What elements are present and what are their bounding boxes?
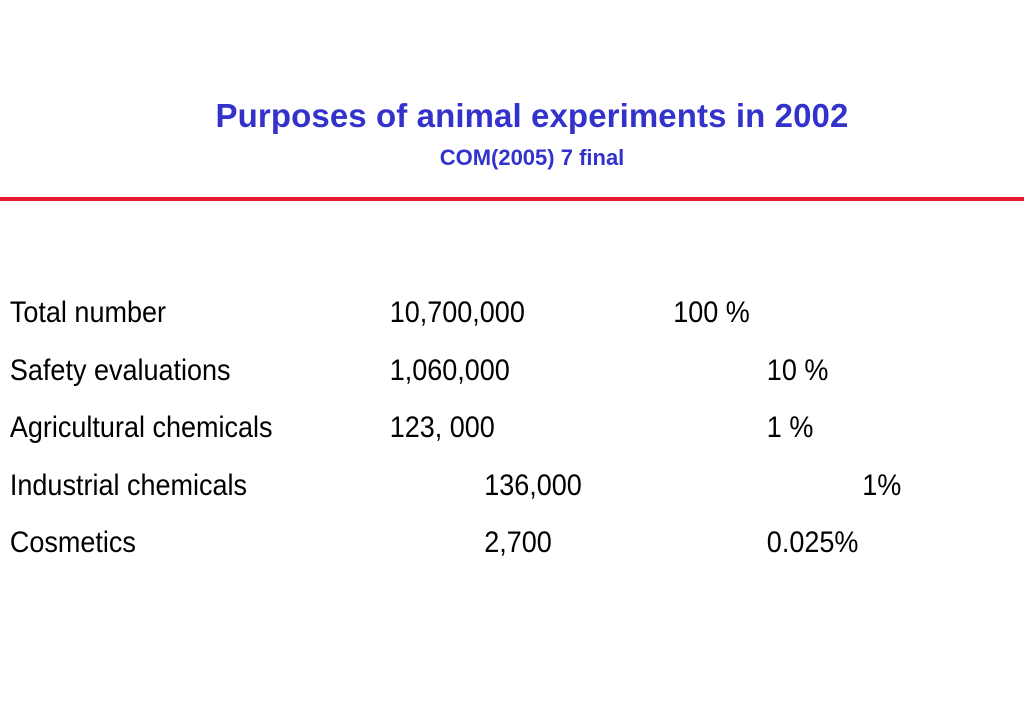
row-label: Agricultural chemicals xyxy=(9,411,273,444)
row-label: Cosmetics xyxy=(9,526,136,559)
table-row: Safety evaluations 1,060,000 10 % xyxy=(0,349,922,393)
table-row: Cosmetics 2,700 0.025% xyxy=(0,521,922,565)
row-label: Total number xyxy=(9,296,166,329)
row-count: 136,000 xyxy=(484,469,582,502)
row-percent: 0.025% xyxy=(766,526,859,559)
row-percent: 10 % xyxy=(766,354,829,387)
row-count: 2,700 xyxy=(484,526,552,559)
row-percent: 100 % xyxy=(673,296,750,329)
row-percent: 1% xyxy=(862,469,902,502)
row-percent: 1 % xyxy=(766,411,814,444)
table-row: Agricultural chemicals 123, 000 1 % xyxy=(0,406,922,450)
slide-title: Purposes of animal experiments in 2002 xyxy=(215,97,849,134)
row-label: Safety evaluations xyxy=(9,354,231,387)
table-row: Industrial chemicals 136,000 1% xyxy=(0,464,922,508)
row-count: 10,700,000 xyxy=(389,296,525,329)
title-divider xyxy=(0,197,1024,201)
row-count: 123, 000 xyxy=(389,411,495,444)
slide-subtitle: COM(2005) 7 final xyxy=(439,145,625,170)
row-count: 1,060,000 xyxy=(389,354,510,387)
row-label: Industrial chemicals xyxy=(9,469,247,502)
table-row: Total number 10,700,000 100 % xyxy=(0,291,922,335)
